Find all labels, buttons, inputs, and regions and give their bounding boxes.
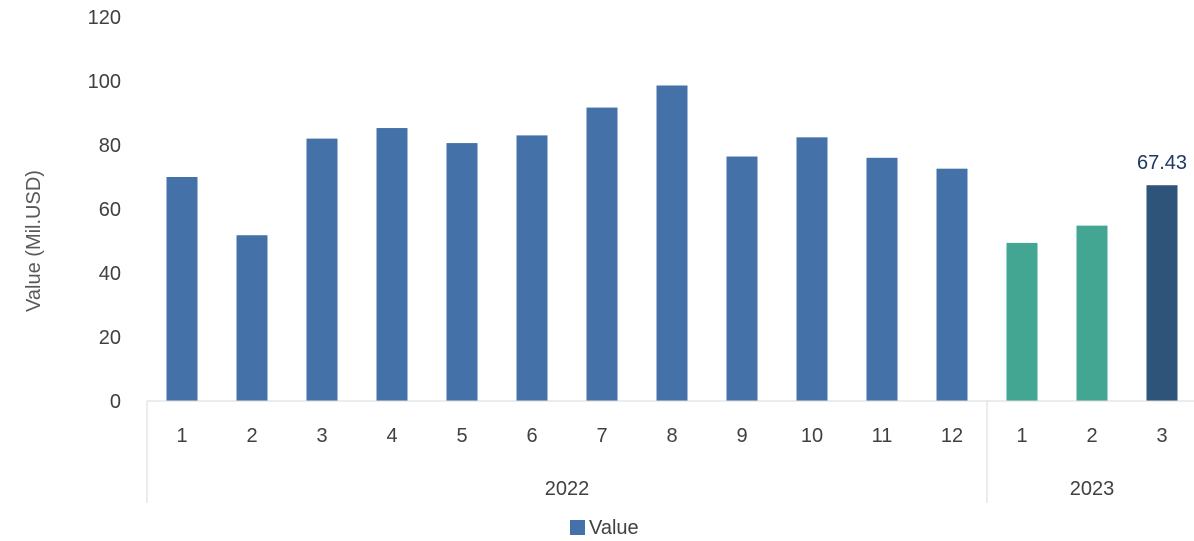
bar bbox=[166, 177, 198, 401]
legend-label-value: Value bbox=[589, 517, 639, 539]
bar bbox=[1076, 225, 1108, 401]
data-label: 67.43 bbox=[1137, 152, 1187, 174]
x-tick-label: 3 bbox=[316, 425, 327, 447]
x-tick-label: 9 bbox=[736, 425, 747, 447]
x-tick-label: 11 bbox=[872, 425, 893, 447]
bar bbox=[306, 138, 338, 401]
x-tick-label: 4 bbox=[386, 425, 397, 447]
bar bbox=[726, 156, 758, 401]
y-tick-label: 20 bbox=[99, 327, 121, 349]
bar bbox=[446, 143, 478, 401]
y-tick-label: 100 bbox=[88, 71, 121, 93]
legend-swatch-value bbox=[570, 520, 585, 535]
x-tick-label: 2 bbox=[246, 425, 257, 447]
bar bbox=[936, 168, 968, 401]
bar bbox=[376, 128, 408, 402]
y-tick-label: 40 bbox=[99, 263, 121, 285]
x-tick-label: 1 bbox=[1016, 425, 1027, 447]
x-tick-label: 1 bbox=[176, 425, 187, 447]
bar bbox=[656, 85, 688, 401]
x-tick-label: 7 bbox=[596, 425, 607, 447]
y-axis-label: Value (Mil.USD) bbox=[23, 170, 45, 312]
bar bbox=[1006, 242, 1038, 401]
x-tick-label: 6 bbox=[526, 425, 537, 447]
legend: Value bbox=[570, 517, 639, 539]
bar bbox=[1146, 185, 1178, 401]
x-group-label: 2023 bbox=[1070, 478, 1115, 500]
bars bbox=[166, 85, 1178, 402]
bar bbox=[796, 137, 828, 401]
x-tick-label: 2 bbox=[1086, 425, 1097, 447]
data-labels: 67.43 bbox=[1137, 152, 1187, 174]
x-tick-label: 8 bbox=[666, 425, 677, 447]
x-tick-label: 12 bbox=[941, 425, 963, 447]
y-tick-label: 120 bbox=[88, 7, 121, 29]
bar bbox=[236, 235, 268, 401]
y-tick-label: 80 bbox=[99, 135, 121, 157]
y-tick-label: 0 bbox=[110, 391, 121, 413]
bar bbox=[516, 135, 548, 401]
x-tick-label: 10 bbox=[801, 425, 823, 447]
x-tick-label: 3 bbox=[1156, 425, 1167, 447]
x-group-label: 2022 bbox=[545, 478, 590, 500]
y-tick-label: 60 bbox=[99, 199, 121, 221]
x-tick-label: 5 bbox=[456, 425, 467, 447]
y-axis: 0 20 40 60 80 100 120 bbox=[88, 7, 121, 413]
bar bbox=[586, 107, 618, 401]
bar bbox=[866, 157, 898, 401]
